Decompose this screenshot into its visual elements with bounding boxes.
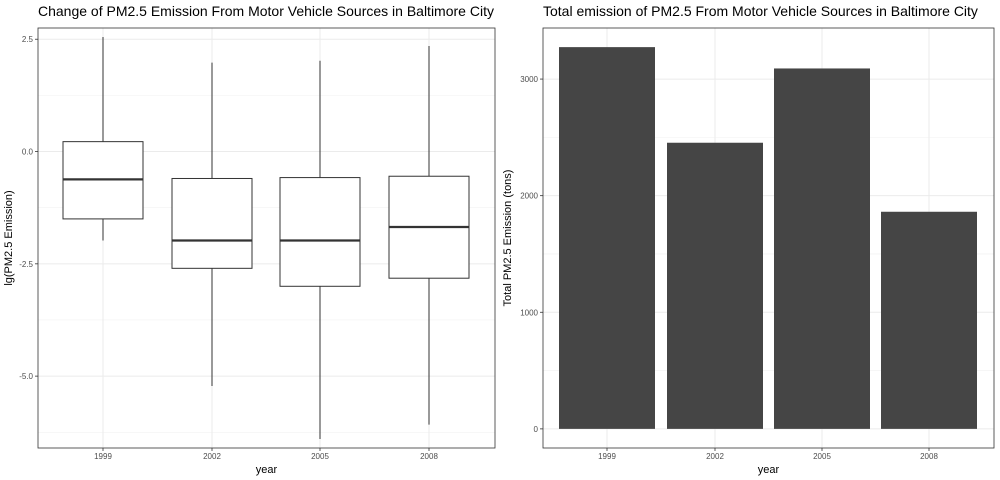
x-tick-label: 2008 <box>920 452 938 461</box>
x-tick-label: 1999 <box>598 452 616 461</box>
y-axis-title: Total PM2.5 Emission (tons) <box>502 170 514 307</box>
y-tick-label: 1000 <box>520 308 538 317</box>
box-2008 <box>388 45 470 425</box>
chart-title: Change of PM2.5 Emission From Motor Vehi… <box>38 3 494 19</box>
panel-border <box>37 27 496 449</box>
x-tick-label: 2002 <box>203 452 221 461</box>
x-tick-label: 2002 <box>706 452 724 461</box>
y-axis-title: lg(PM2.5 Emission) <box>3 190 15 285</box>
x-axis-title: year <box>758 464 780 476</box>
y-tick-label: -2.5 <box>19 260 33 269</box>
box-2005 <box>279 60 361 440</box>
y-tick-label: 2.5 <box>22 35 34 44</box>
bar-2005 <box>774 68 870 429</box>
y-tick-label: 3000 <box>520 75 538 84</box>
y-tick-label: -5.0 <box>19 372 33 381</box>
chart-title: Total emission of PM2.5 From Motor Vehic… <box>543 3 978 19</box>
x-tick-label: 2008 <box>420 452 438 461</box>
bar-2008 <box>881 211 977 429</box>
bar-1999 <box>559 47 655 429</box>
box-2002 <box>171 62 253 387</box>
panel-border <box>542 27 995 449</box>
x-tick-label: 1999 <box>94 452 112 461</box>
boxplot-panel: Change of PM2.5 Emission From Motor Vehi… <box>3 3 496 476</box>
box-1999 <box>62 36 144 241</box>
barchart-panel: Total emission of PM2.5 From Motor Vehic… <box>502 3 995 476</box>
y-tick-label: 2000 <box>520 192 538 201</box>
box-iqr <box>171 177 253 269</box>
bar-2002 <box>667 142 763 429</box>
x-tick-label: 2005 <box>311 452 329 461</box>
x-tick-label: 2005 <box>813 452 831 461</box>
y-tick-label: 0 <box>534 425 539 434</box>
x-axis-title: year <box>256 464 278 476</box>
box-iqr <box>279 177 361 287</box>
y-tick-label: 0.0 <box>22 148 34 157</box>
